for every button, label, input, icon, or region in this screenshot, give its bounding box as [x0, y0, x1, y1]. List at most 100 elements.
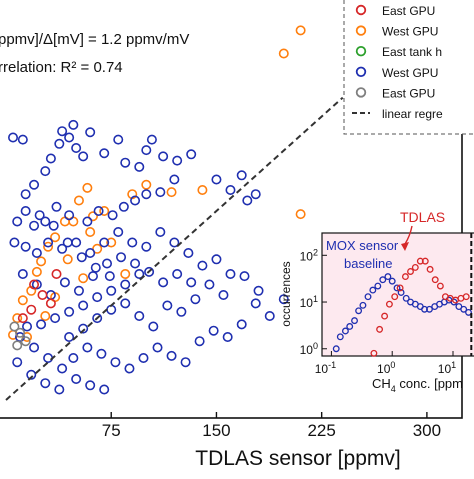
inset-data-point [431, 276, 439, 284]
data-point [96, 348, 107, 359]
data-point [134, 161, 145, 172]
legend-box [343, 0, 474, 135]
data-point [76, 252, 87, 263]
data-point [116, 252, 127, 263]
data-point [90, 262, 101, 273]
inset-plot-area [321, 232, 474, 357]
inset-chart: 10-1 100 101 100 101 102 occurrences CH4 conc… [279, 209, 474, 394]
data-point [194, 336, 205, 347]
legend-marker [355, 46, 367, 57]
data-point [82, 182, 93, 193]
data-point [120, 157, 131, 168]
data-point [9, 237, 20, 248]
plot-frame [0, 0, 463, 419]
inset-x-tick-label: 100 [377, 360, 395, 376]
data-point [82, 216, 93, 227]
mox-sensor-label: MOX sensor [326, 238, 399, 253]
data-point [87, 211, 98, 222]
data-point [92, 243, 103, 254]
data-point [99, 148, 110, 159]
data-point [141, 145, 152, 156]
data-point [40, 378, 51, 389]
data-point [99, 237, 110, 248]
data-point [253, 285, 264, 296]
data-point [43, 237, 54, 248]
data-point [40, 166, 51, 177]
inset-data-point [364, 293, 372, 301]
data-point [120, 279, 131, 290]
inset-data-point [385, 300, 393, 308]
x-tick-label: 225 [307, 421, 335, 440]
inset-x-label-sub: 4 [391, 384, 396, 394]
data-point [64, 210, 75, 221]
inset-data-point [388, 277, 396, 285]
legend-label: West GPU [382, 25, 438, 39]
data-point [45, 153, 56, 164]
legend-label: linear regre [382, 107, 443, 121]
legend-label: East tank h [382, 45, 442, 59]
data-point [130, 195, 141, 206]
data-point [250, 189, 261, 200]
data-point [12, 216, 23, 227]
data-point [51, 268, 62, 279]
data-point [190, 294, 201, 305]
data-point [54, 384, 65, 395]
legend: East GPU West GPU East tank h West GPU East … [343, 0, 474, 135]
inset-data-point [341, 327, 349, 335]
x-axis-label: TDLAS sensor [ppmv] [195, 447, 400, 470]
data-point [239, 271, 250, 282]
x-tick-label: 75 [102, 421, 121, 440]
legend-marker [355, 25, 367, 36]
data-point [106, 237, 117, 248]
data-point [152, 342, 163, 353]
data-point [113, 227, 124, 238]
inset-data-point [426, 305, 433, 313]
data-point [172, 155, 183, 166]
data-point [106, 285, 117, 296]
data-point [20, 206, 31, 217]
data-point [43, 352, 54, 363]
inset-x-tick-label: 101 [438, 360, 456, 376]
data-point [166, 187, 177, 198]
data-point [236, 170, 247, 181]
legend-marker [355, 87, 367, 98]
data-point [211, 254, 222, 265]
data-point [169, 174, 180, 185]
data-point [71, 237, 82, 248]
data-point [127, 189, 138, 200]
inset-data-point [411, 263, 419, 271]
data-point [92, 313, 103, 324]
data-point [26, 369, 37, 380]
data-point [278, 294, 289, 305]
inset-y-axis-label: occurrences [279, 261, 293, 326]
data-point [118, 201, 129, 212]
data-point [87, 271, 98, 282]
data-point [85, 227, 96, 238]
data-point [64, 132, 75, 143]
legend-label: East GPU [382, 4, 435, 18]
inset-data-point [397, 289, 405, 296]
x-tick-label: 300 [413, 421, 441, 440]
inset-data-point [355, 307, 363, 315]
data-point [236, 319, 247, 330]
data-point [278, 48, 289, 59]
data-point [64, 331, 75, 342]
data-point [155, 227, 166, 238]
inset-data-point [426, 265, 434, 273]
data-point [78, 300, 89, 311]
data-point [180, 357, 191, 368]
inset-data-point [402, 294, 410, 302]
inset-data-point [391, 293, 399, 301]
data-point [8, 132, 19, 143]
data-point [92, 292, 103, 303]
data-point [40, 310, 51, 321]
data-point [64, 306, 75, 317]
data-point [134, 268, 145, 279]
data-point [141, 241, 152, 252]
inset-data-point [376, 325, 384, 333]
data-point [144, 266, 155, 277]
linear-regression-line [5, 96, 344, 401]
data-point [22, 331, 33, 342]
inset-data-point [436, 282, 444, 290]
